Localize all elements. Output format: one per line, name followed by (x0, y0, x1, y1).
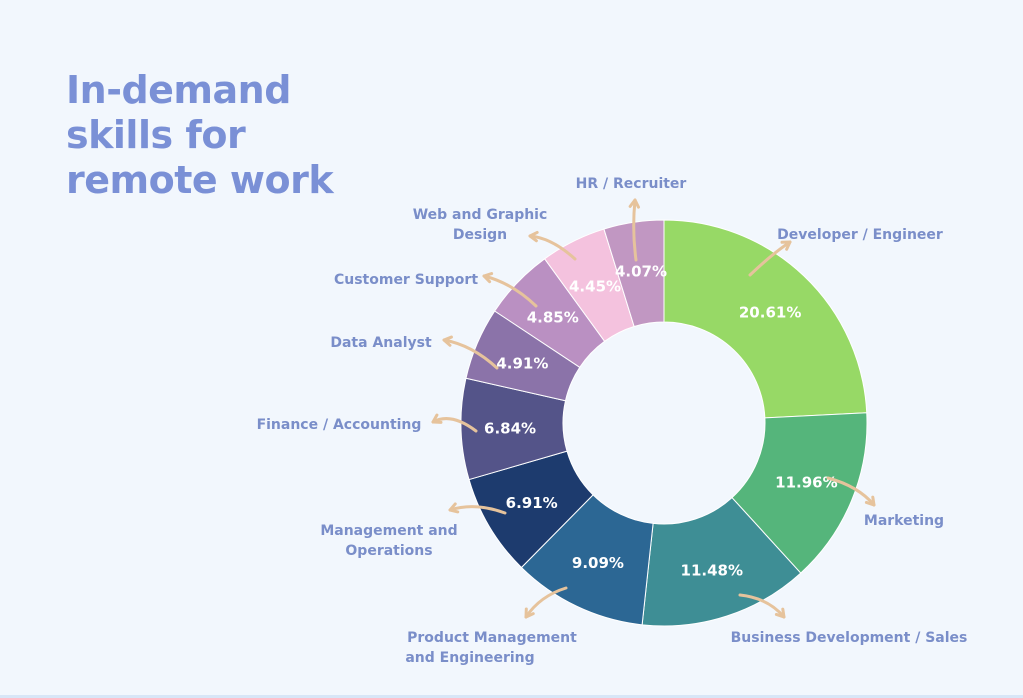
callout-arrow (528, 234, 577, 261)
callout-arrow (431, 417, 478, 433)
chart-title-line-2: skills for (66, 113, 246, 157)
callout-arrow-head (628, 198, 640, 209)
bottom-divider (0, 695, 1023, 698)
callout-arrow-head (448, 502, 460, 514)
callout-arrow (748, 240, 792, 277)
callout-arrow-head (431, 413, 443, 424)
chart-title-line-1: In-demand (66, 68, 291, 112)
category-label-business-development-sales: Business Development / Sales (731, 630, 968, 646)
slice-hr-recruiter (603, 219, 665, 328)
slice-value-label: 6.84% (484, 420, 536, 438)
chart-title-line-3: remote work (66, 158, 334, 202)
callout-arrow (826, 476, 876, 507)
slice-value-label: 4.85% (527, 309, 579, 327)
category-label-management-and-operations: Management and Operations (320, 523, 457, 559)
callout-arrow-head (482, 272, 494, 284)
slice-value-label: 11.48% (681, 561, 743, 579)
slice-value-label: 4.91% (496, 355, 548, 373)
category-label-product-management-and-engineering: Product Management and Engineering (405, 630, 577, 666)
category-label-web-and-graphic-design: Web and Graphic Design (413, 207, 548, 243)
slice-value-label: 6.91% (506, 494, 558, 512)
callout-arrow-head (780, 240, 792, 251)
slice-developer-engineer (663, 219, 868, 419)
callout-arrow (448, 505, 507, 515)
callout-arrow (524, 586, 568, 619)
callout-arrow (482, 274, 538, 308)
slice-value-label: 9.09% (572, 554, 624, 572)
chart-title: In-demand skills for remote work (66, 68, 366, 203)
slice-value-label: 4.45% (569, 277, 621, 295)
slice-value-label: 4.07% (615, 263, 667, 281)
callout-arrow (738, 593, 786, 619)
category-label-marketing: Marketing (864, 513, 944, 529)
callout-arrow-head (528, 230, 539, 243)
slice-value-label: 11.96% (775, 474, 837, 492)
category-label-finance-accounting: Finance / Accounting (257, 417, 422, 433)
callout-arrow-head (774, 607, 786, 619)
callout-arrow-head (442, 335, 453, 347)
slice-value-label: 20.61% (739, 303, 801, 321)
slice-marketing (731, 412, 868, 574)
callout-arrow-head (864, 495, 876, 507)
category-label-hr-recruiter: HR / Recruiter (576, 176, 687, 192)
category-label-data-analyst: Data Analyst (330, 335, 432, 351)
category-label-customer-support: Customer Support (334, 272, 478, 288)
callout-arrow-head (524, 607, 535, 619)
callout-arrow (442, 338, 499, 370)
callout-arrow (632, 198, 638, 262)
category-label-developer-engineer: Developer / Engineer (777, 227, 943, 243)
